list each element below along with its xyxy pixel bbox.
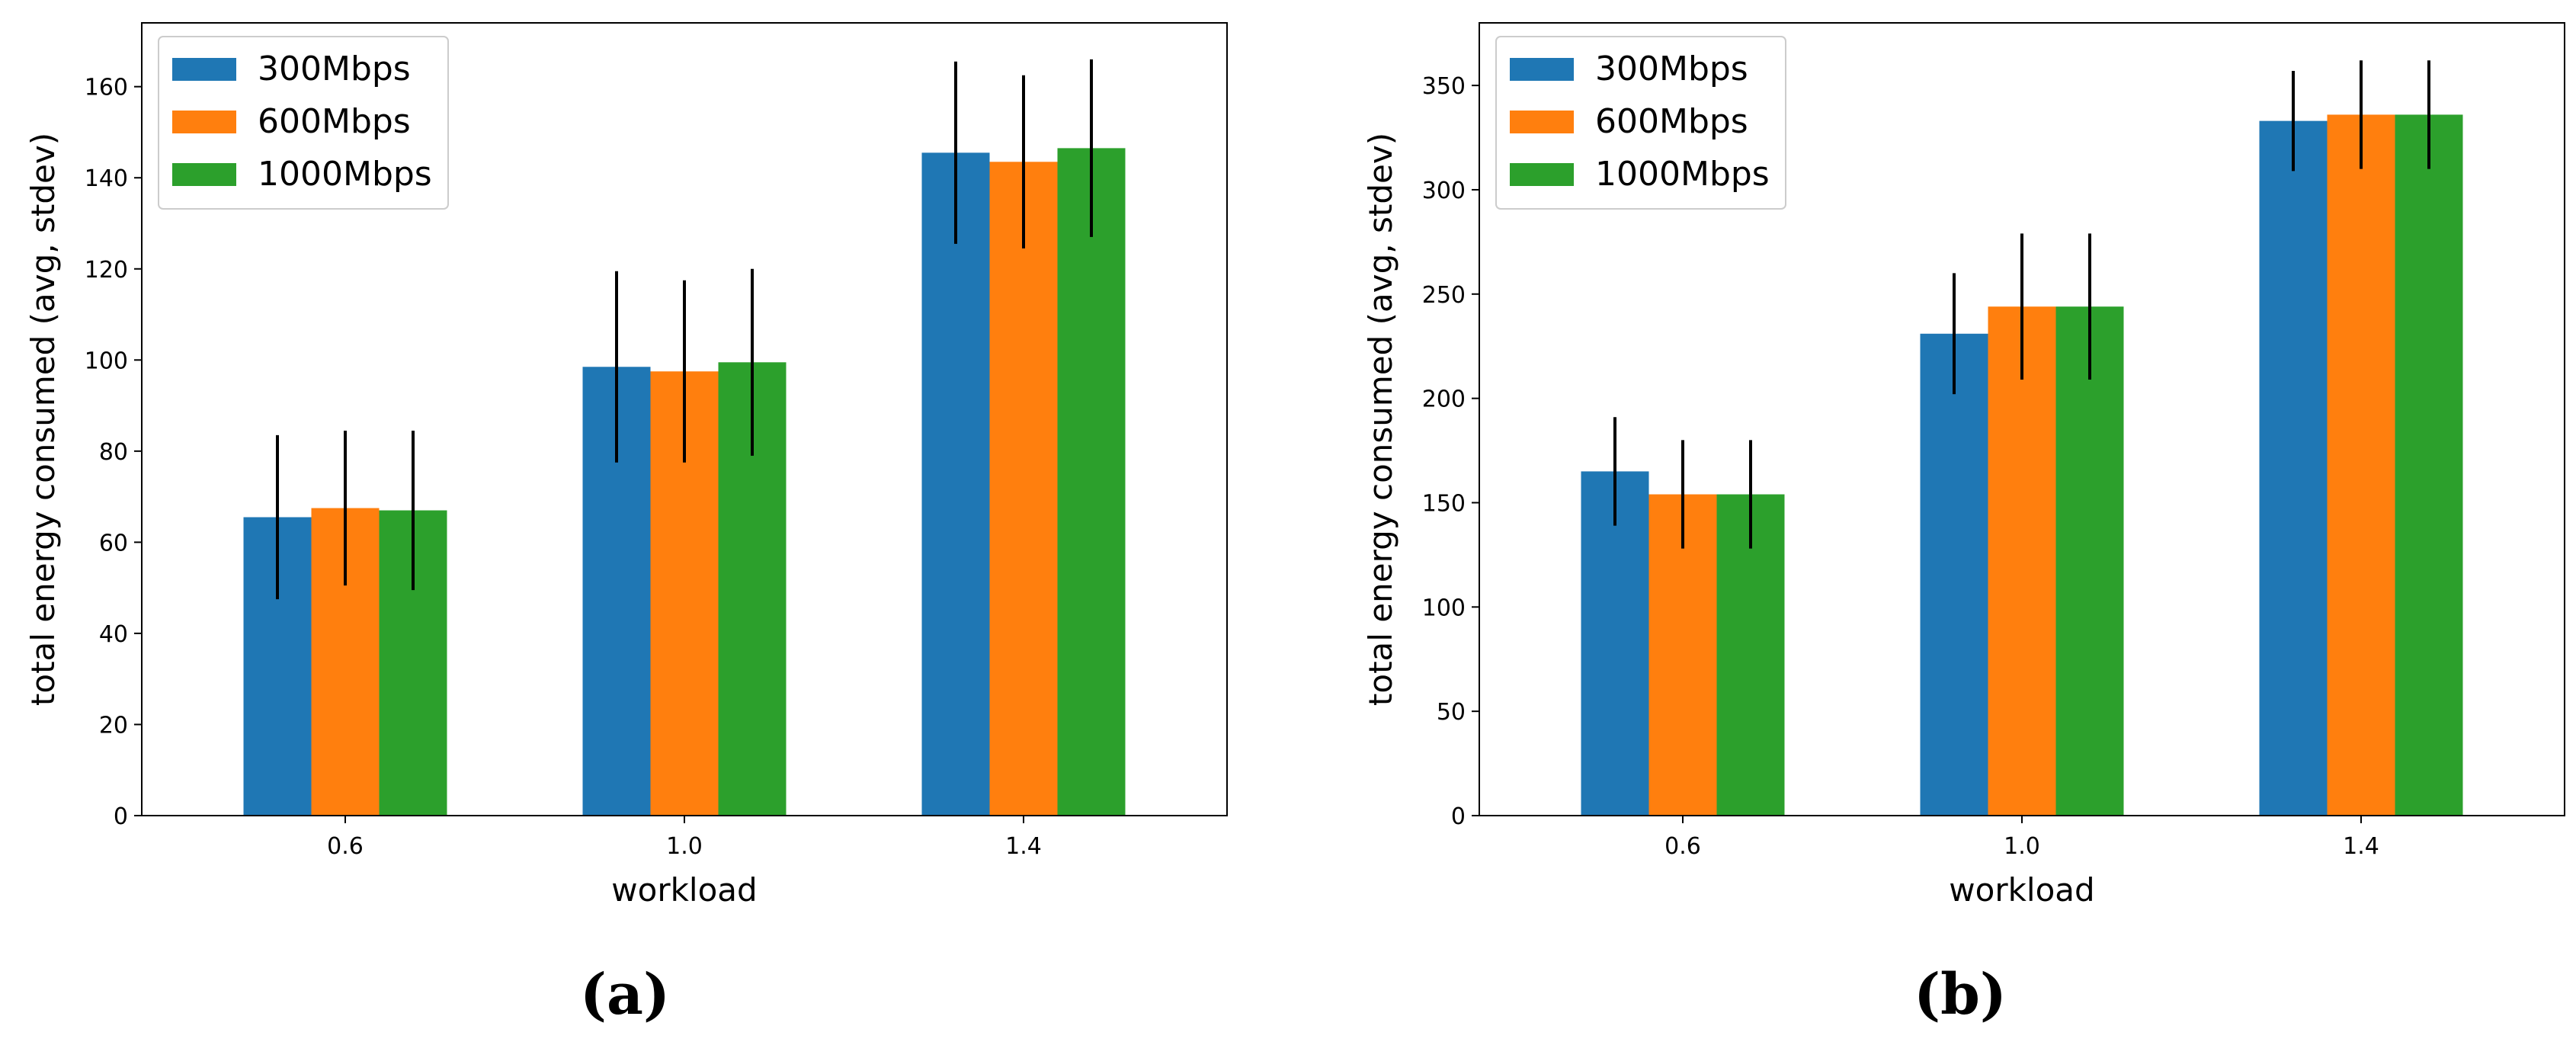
legend-swatch-300Mbps (1510, 58, 1574, 81)
bar-1000Mbps-1.4 (2395, 114, 2463, 816)
y-tick-label: 160 (85, 75, 128, 101)
x-axis-label: workload (1949, 871, 2094, 909)
bar-300Mbps-1.0 (1920, 333, 1988, 816)
y-axis-label: total energy consumed (avg, stdev) (1362, 133, 1399, 706)
bar-600Mbps-1.4 (2327, 114, 2395, 816)
x-tick-label: 1.4 (1005, 833, 1042, 860)
y-tick-label: 60 (99, 530, 128, 556)
y-tick-label: 150 (1422, 490, 1466, 517)
y-tick-label: 300 (1422, 178, 1466, 204)
y-tick-label: 80 (99, 439, 128, 466)
legend-label-300Mbps: 300Mbps (1595, 50, 1748, 88)
legend-label-600Mbps: 600Mbps (1595, 102, 1748, 141)
bar-1000Mbps-1.4 (1057, 148, 1126, 816)
y-tick-label: 250 (1422, 282, 1466, 309)
plot-frame (1479, 22, 2565, 816)
y-axis-label: total energy consumed (avg, stdev) (24, 133, 62, 706)
y-tick-label: 100 (1422, 595, 1466, 621)
x-tick-label: 0.6 (327, 833, 364, 860)
plot-frame (141, 22, 1228, 816)
subfigure-caption: (b) (1914, 962, 2007, 1028)
x-tick-label: 1.4 (2343, 833, 2379, 860)
bar-600Mbps-1.4 (989, 162, 1058, 816)
legend-swatch-1000Mbps (1510, 163, 1574, 186)
y-tick-label: 120 (85, 257, 128, 284)
y-tick-label: 140 (85, 165, 128, 192)
y-tick-label: 100 (85, 348, 128, 374)
y-tick-label: 50 (1437, 699, 1466, 726)
legend-swatch-1000Mbps (172, 163, 236, 186)
legend-swatch-600Mbps (172, 111, 236, 133)
legend-label-1000Mbps: 1000Mbps (258, 155, 432, 194)
chart-b: 0 50 100 150 200 250 300 350 0.6 1.0 1.4 workload to… (1362, 22, 2565, 1028)
chart-a: 0 20 40 60 80 100 120 140 160 0.6 1.0 1.4 workload to… (24, 22, 1228, 1028)
y-tick-label: 200 (1422, 386, 1466, 413)
bar-600Mbps-1.0 (1988, 306, 2056, 816)
x-tick-label: 0.6 (1664, 833, 1701, 860)
legend-swatch-600Mbps (1510, 111, 1574, 133)
y-tick-label: 0 (114, 803, 128, 830)
x-tick-label: 1.0 (666, 833, 703, 860)
y-tick-label: 0 (1451, 803, 1466, 830)
y-tick-label: 20 (99, 712, 128, 739)
legend-label-300Mbps: 300Mbps (258, 50, 411, 88)
legend-label-600Mbps: 600Mbps (258, 102, 411, 141)
bar-300Mbps-1.4 (921, 152, 990, 816)
bar-300Mbps-1.4 (2259, 120, 2328, 816)
x-axis-label: workload (611, 871, 757, 909)
subfigure-caption: (a) (580, 962, 670, 1028)
x-tick-label: 1.0 (2004, 833, 2040, 860)
legend-label-1000Mbps: 1000Mbps (1595, 155, 1770, 194)
y-tick-label: 350 (1422, 73, 1466, 100)
bar-1000Mbps-1.0 (2055, 306, 2124, 816)
legend-swatch-300Mbps (172, 58, 236, 81)
bar-300Mbps-0.6 (1581, 471, 1649, 816)
y-tick-label: 40 (99, 621, 128, 648)
